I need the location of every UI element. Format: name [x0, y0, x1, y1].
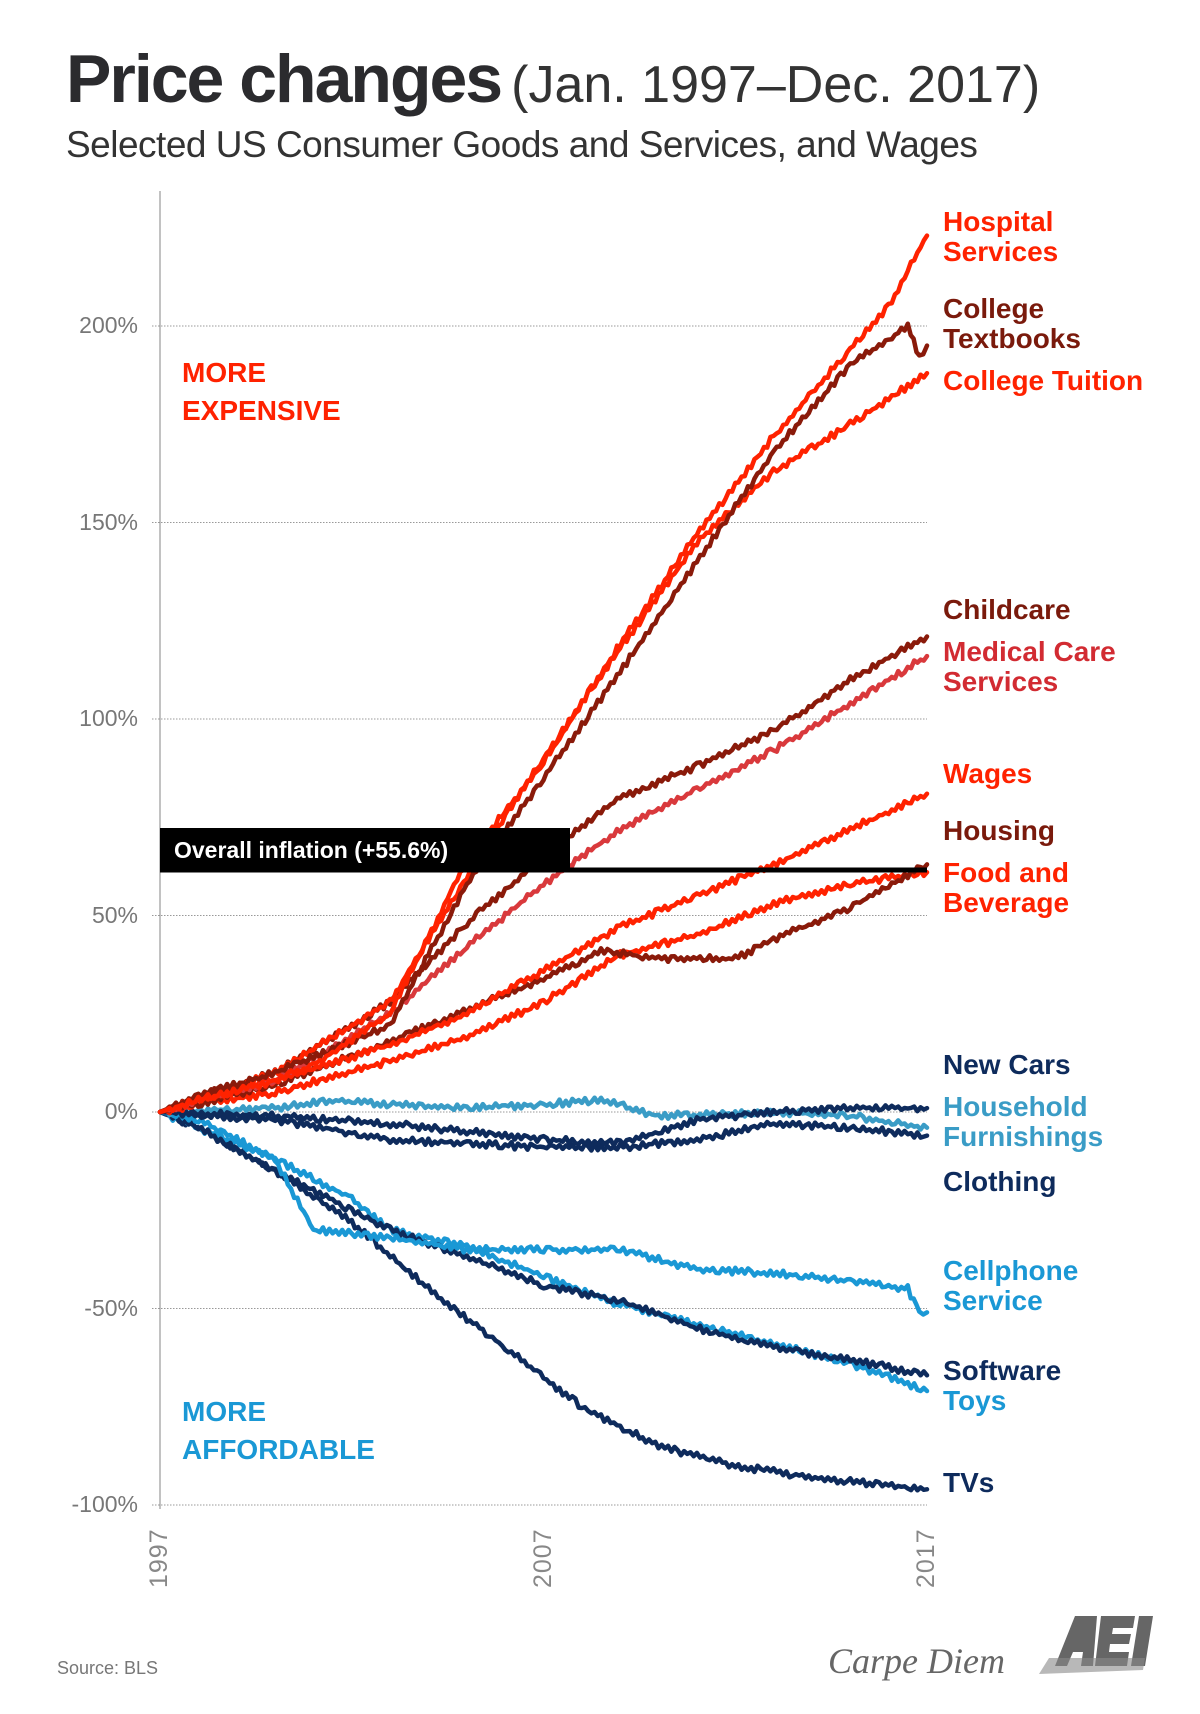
y-tick-label: -100%: [71, 1491, 138, 1517]
series-label: Household Furnishings: [943, 1091, 1104, 1152]
more-affordable-label: MORE AFFORDABLE: [182, 1396, 375, 1465]
series-label: Wages: [943, 758, 1033, 789]
series-label: Software: [943, 1355, 1062, 1386]
x-tick-label: 1997: [145, 1528, 173, 1588]
y-tick-label: 200%: [79, 312, 138, 338]
series-label: College Tuition: [943, 365, 1144, 396]
series-label: Toys: [943, 1385, 1007, 1416]
series-line-hospital-services: [157, 233, 930, 1115]
series-line-new-cars: [157, 1103, 930, 1148]
series-line-software: [157, 1109, 930, 1378]
x-tick-label: 2007: [528, 1528, 557, 1588]
series-label: Medical Care Services: [943, 636, 1116, 697]
series-label: Food and Beverage: [943, 857, 1070, 918]
series-line-clothing: [157, 1108, 930, 1153]
series-label: Cellphone Service: [943, 1255, 1079, 1316]
chart-title: Price changes (Jan. 1997–Dec. 2017): [66, 40, 1040, 118]
y-tick-label: 150%: [79, 508, 138, 535]
title-date-range: (Jan. 1997–Dec. 2017): [511, 56, 1041, 114]
source-note: Source: BLS: [57, 1658, 159, 1678]
series-label: Clothing: [943, 1166, 1057, 1197]
y-tick-label: 100%: [79, 705, 138, 731]
y-tick-label: -50%: [84, 1294, 138, 1321]
more-expensive-label: MORE EXPENSIVE: [182, 357, 341, 426]
chart-subtitle: Selected US Consumer Goods and Services,…: [66, 124, 978, 165]
series-label: New Cars: [943, 1049, 1071, 1080]
series-line-food-and-beverage: [157, 868, 930, 1116]
y-tick-label: 0%: [104, 1098, 138, 1124]
y-tick-label: 50%: [91, 901, 138, 928]
x-tick-label: 2017: [912, 1528, 940, 1588]
carpe-diem-brand: Carpe Diem: [828, 1641, 1005, 1681]
series-line-childcare: [157, 634, 930, 1115]
title-main: Price changes: [66, 41, 503, 117]
series-label: College Textbooks: [943, 293, 1081, 354]
inflation-label: Overall inflation (+55.6%): [160, 828, 570, 872]
series-line-medical-care-services: [157, 653, 930, 1115]
aei-logo: [1039, 1616, 1153, 1674]
series-label: Hospital Services: [943, 206, 1059, 267]
series-label: TVs: [943, 1467, 995, 1498]
series-line-cellphone-service: [157, 1109, 930, 1317]
series-label: Housing: [943, 815, 1055, 846]
series-label: Childcare: [943, 594, 1071, 625]
series-line-college-textbooks: [157, 321, 930, 1115]
